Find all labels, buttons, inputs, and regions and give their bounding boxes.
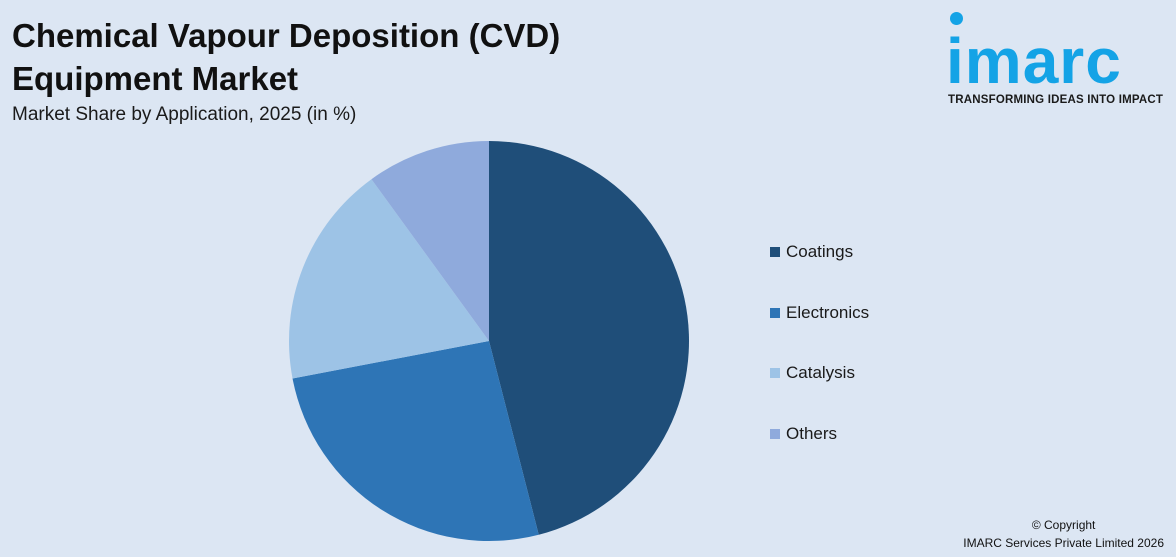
legend-label-catalysis: Catalysis: [786, 363, 855, 382]
legend-item-coatings: Coatings: [770, 242, 869, 262]
pie-slice-coatings: [489, 141, 690, 535]
logo-wordmark: imarc: [946, 25, 1122, 97]
pie-slice-others: [371, 141, 489, 341]
pie-slice-electronics: [292, 341, 539, 541]
chart-title: Chemical Vapour Deposition (CVD) Equipme…: [12, 17, 561, 97]
legend-swatch-others: [770, 428, 780, 439]
legend-swatch-coatings: [770, 247, 780, 257]
copyright-line1: © Copyright: [1031, 518, 1096, 532]
chart-subtitle: Market Share by Application, 2025 (in %): [12, 104, 357, 125]
legend: Coatings Electronics Catalysis Others: [770, 242, 869, 484]
copyright-line2: IMARC Services Private Limited 2026: [963, 536, 1164, 550]
legend-item-catalysis: Catalysis: [770, 363, 869, 383]
legend-item-others: Others: [770, 424, 869, 444]
legend-swatch-electronics: [770, 307, 780, 318]
legend-label-others: Others: [786, 423, 838, 443]
legend-label-coatings: Coatings: [786, 242, 854, 261]
imarc-logo: imarc TRANSFORMING IDEAS INTO IMPACT: [946, 12, 1172, 112]
logo-tagline: TRANSFORMING IDEAS INTO IMPACT: [948, 94, 1164, 106]
legend-swatch-catalysis: [770, 368, 780, 378]
pie-slice-catalysis: [289, 179, 489, 379]
legend-item-electronics: Electronics: [770, 303, 869, 323]
copyright: © Copyright IMARC Services Private Limit…: [963, 516, 1164, 552]
logo-dot-icon: [950, 12, 963, 25]
legend-label-electronics: Electronics: [786, 302, 870, 322]
